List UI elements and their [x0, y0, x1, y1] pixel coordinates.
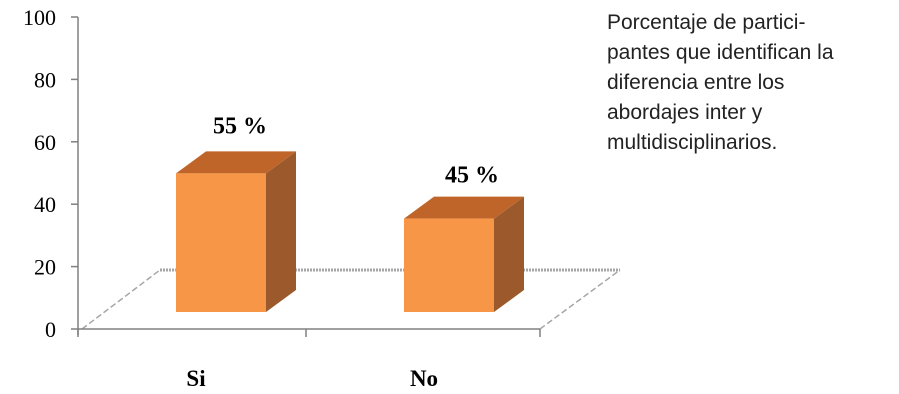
- bar-top-face: [404, 196, 524, 219]
- bar-top-face: [176, 151, 296, 174]
- floor-right-edge: [539, 269, 621, 330]
- chart-bars: [176, 151, 524, 312]
- x-category-label: Si: [186, 366, 206, 391]
- y-tick-label: 60: [34, 130, 56, 155]
- bar-front-face: [404, 218, 494, 312]
- bar-front-face: [176, 173, 266, 312]
- x-category-label: No: [410, 366, 438, 391]
- data-labels: 55 % 45 %: [213, 113, 499, 188]
- chart-axes: [77, 17, 541, 337]
- y-tick-label: 80: [34, 67, 56, 92]
- y-tick-label: 0: [45, 317, 56, 342]
- data-label-si: 55 %: [213, 113, 267, 139]
- bar-side-face: [494, 196, 524, 312]
- floor-left-edge: [81, 269, 161, 330]
- chart-floor: [81, 268, 621, 330]
- data-label-no: 45 %: [445, 163, 499, 189]
- y-tick-label: 40: [34, 192, 56, 217]
- bar-no: [404, 196, 524, 312]
- chart-caption: Porcentaje de partici- pantes que identi…: [607, 11, 834, 154]
- x-axis-categories: Si No: [186, 366, 438, 391]
- y-axis-ticks: 0 20 40 60 80 100: [23, 5, 78, 342]
- y-tick-label: 100: [23, 5, 56, 30]
- bar-si: [176, 151, 296, 312]
- bar-side-face: [266, 151, 296, 312]
- y-tick-label: 20: [34, 255, 56, 280]
